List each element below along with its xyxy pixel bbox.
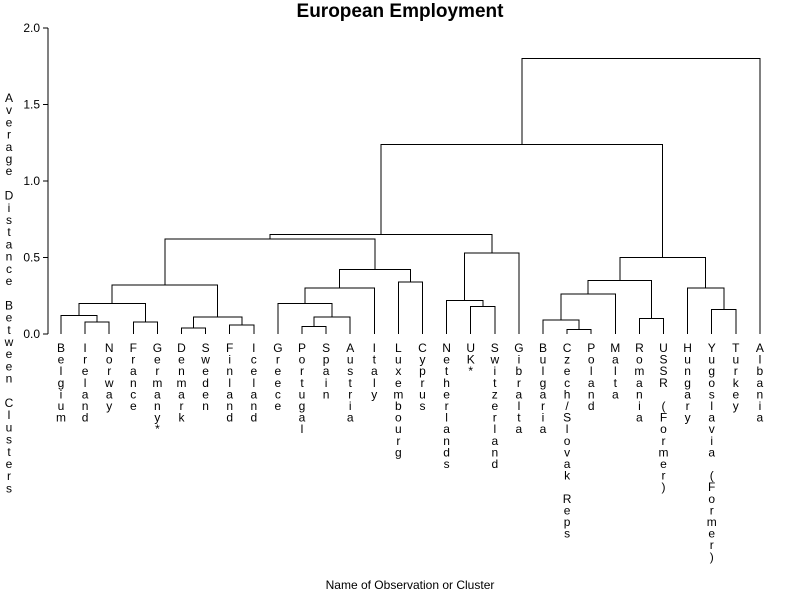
- chart-title: European Employment: [297, 1, 505, 22]
- cluster-link-c1: [84, 321, 110, 334]
- cluster-link-c29: [521, 58, 761, 334]
- x-axis-title: Name of Observation or Cluster: [326, 578, 495, 592]
- cluster-link-c22: [560, 293, 616, 334]
- y-axis-ticks: 0.0 0.5 1.0 1.5 2.0: [23, 21, 48, 341]
- cluster-link-c17: [446, 299, 484, 334]
- cluster-link-c7: [193, 316, 243, 328]
- cluster-link-c14: [339, 269, 411, 289]
- cluster-link-c18: [464, 252, 520, 334]
- cluster-link-c13: [397, 281, 423, 334]
- cluster-link-c26: [687, 287, 725, 334]
- cluster-link-c10: [313, 316, 351, 334]
- y-tick-label: 0.5: [23, 251, 40, 265]
- leaf-label: U K *: [466, 341, 475, 378]
- cluster-link-c6: [229, 324, 255, 334]
- y-tick-label: 1.5: [23, 98, 40, 112]
- cluster-link-c8: [111, 284, 219, 318]
- y-tick-label: 0.0: [23, 327, 40, 341]
- cluster-link-c3: [132, 321, 158, 334]
- cluster-link-c9: [301, 325, 327, 334]
- y-tick-label: 2.0: [23, 21, 40, 35]
- y-tick-label: 1.0: [23, 174, 40, 188]
- cluster-link-c28: [380, 143, 664, 258]
- cluster-link-c11: [277, 302, 333, 334]
- cluster-link-c21: [542, 319, 580, 334]
- cluster-link-c24: [587, 279, 652, 319]
- dendrogram-links: [60, 58, 761, 334]
- cluster-link-c19: [269, 234, 493, 253]
- cluster-link-c27: [619, 257, 707, 289]
- cluster-link-c25: [711, 309, 737, 334]
- cluster-link-c2: [60, 315, 98, 334]
- cluster-link-c16: [470, 305, 496, 334]
- cluster-link-c15: [164, 238, 376, 286]
- cluster-link-c12: [304, 287, 375, 334]
- cluster-link-c23: [638, 318, 664, 334]
- cluster-link-c4: [78, 302, 146, 322]
- cluster-link-c5: [181, 327, 207, 334]
- cluster-link-c20: [566, 328, 592, 334]
